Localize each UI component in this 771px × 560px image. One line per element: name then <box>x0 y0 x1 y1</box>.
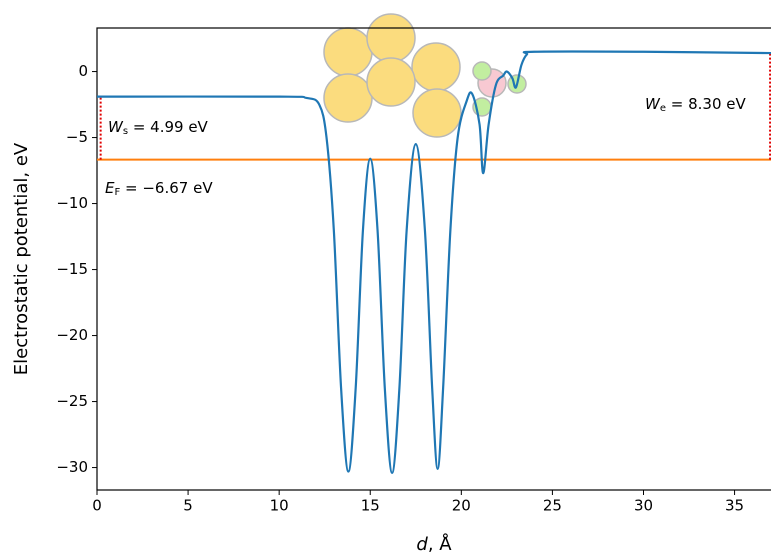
structure-illustration <box>323 13 527 138</box>
x-tick-label: 35 <box>725 497 744 515</box>
atom <box>412 88 462 138</box>
y-tick-label: −10 <box>56 194 88 212</box>
atom <box>323 27 373 77</box>
atom <box>366 57 416 107</box>
potential-line <box>96 50 771 474</box>
y-axis-label: Electrostatic potential, eV <box>11 142 32 375</box>
y-tick-label: 0 <box>78 62 88 80</box>
annotation-subscript: e <box>660 103 666 114</box>
x-tick-label: 5 <box>183 497 193 515</box>
x-tick-label: 30 <box>634 497 653 515</box>
x-tick-label: 0 <box>92 497 102 515</box>
annotation-text: = −6.67 eV <box>120 179 213 197</box>
annotation-symbol: W <box>645 95 661 113</box>
annotation-text: = 4.99 eV <box>128 118 208 136</box>
x-tick-label: 20 <box>452 497 471 515</box>
x-tick-label: 25 <box>543 497 562 515</box>
y-tick-label: −5 <box>66 128 88 146</box>
atom <box>323 73 373 123</box>
y-tick-label: −25 <box>56 392 88 410</box>
annotation-text: = 8.30 eV <box>666 95 746 113</box>
annotation: Ws = 4.99 eV <box>108 118 209 138</box>
plot-frame <box>96 27 771 491</box>
y-tick-label: −30 <box>56 458 88 476</box>
x-tick-label: 15 <box>361 497 380 515</box>
y-tick-label: −20 <box>56 326 88 344</box>
x-axis-label: d, Å <box>416 533 452 555</box>
atom <box>411 42 461 92</box>
atom <box>366 13 416 63</box>
annotation-symbol: W <box>108 118 124 136</box>
annotation: We = 8.30 eV <box>645 95 746 115</box>
x-axis-unit: , Å <box>428 533 452 555</box>
annotation-symbol: E <box>105 179 115 197</box>
x-axis-symbol: d <box>416 534 428 555</box>
y-tick-label: −15 <box>56 260 88 278</box>
x-tick-label: 10 <box>270 497 289 515</box>
annotation-subscript: F <box>114 187 120 198</box>
annotation: EF = −6.67 eV <box>105 179 213 199</box>
atom <box>472 61 492 81</box>
annotation-subscript: s <box>123 126 128 137</box>
